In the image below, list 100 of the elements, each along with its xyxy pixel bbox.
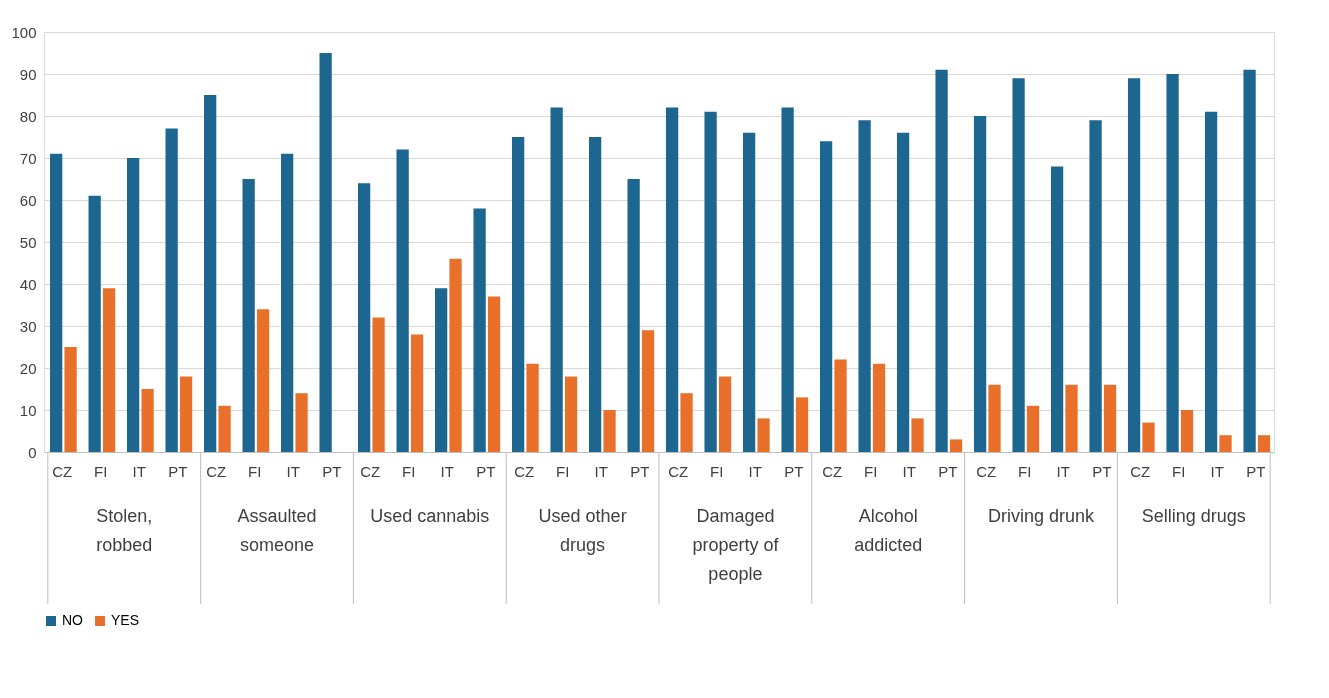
y-tick-label: 40 (19, 275, 37, 293)
bar (281, 153, 294, 452)
x-tick-label: IT (594, 462, 608, 480)
bar (165, 128, 178, 452)
y-tick-label: 100 (11, 23, 37, 41)
x-tick-label: CZ (52, 462, 73, 480)
y-tick-label: 30 (19, 317, 37, 335)
bar (449, 258, 462, 452)
bar (1127, 78, 1141, 452)
bar (434, 288, 448, 452)
y-tick-label: 0 (28, 443, 37, 461)
bar (1103, 384, 1117, 452)
x-tick-label: PT (322, 462, 342, 480)
text: Driving drunk (987, 506, 1095, 526)
x-tick-label: PT (1092, 462, 1112, 480)
bar (487, 296, 501, 452)
x-tick-label: PT (168, 462, 188, 480)
bar (50, 153, 63, 452)
bar (1026, 405, 1040, 452)
bar (834, 359, 847, 452)
x-tick-label: IT (1056, 462, 1070, 480)
x-tick-label: CZ (1130, 462, 1151, 480)
bar (781, 107, 794, 452)
x-tick-label: IT (902, 462, 916, 480)
bar (1142, 422, 1155, 452)
bar (242, 179, 255, 452)
bar (603, 410, 616, 452)
bar (1243, 69, 1256, 452)
bar (511, 137, 525, 452)
x-tick-label: CZ (668, 462, 689, 480)
bar (949, 439, 963, 452)
bar (757, 418, 770, 452)
text: Used other drugs (538, 506, 627, 555)
bar (819, 141, 833, 452)
bar (526, 363, 539, 452)
bar (588, 137, 602, 452)
text: Used cannabis (370, 506, 490, 526)
bar (858, 120, 871, 452)
legend-label: YES (111, 612, 140, 628)
text: Selling drugs (1141, 506, 1246, 526)
bar (1204, 111, 1218, 452)
legend-label: NO (62, 612, 84, 628)
bar (911, 418, 924, 452)
x-tick-label: CZ (822, 462, 843, 480)
bar (204, 95, 217, 452)
bar (127, 158, 140, 452)
x-tick-label: PT (784, 462, 804, 480)
bar (1065, 384, 1078, 452)
bar (795, 397, 809, 452)
y-tick-label: 70 (19, 149, 37, 167)
bar (1050, 166, 1064, 452)
bar (295, 393, 308, 452)
bar (256, 309, 270, 452)
text: Stolen, robbed (96, 506, 153, 555)
bar (742, 132, 756, 452)
bar (141, 389, 154, 452)
bar (218, 405, 231, 452)
bar (1257, 435, 1271, 452)
bar (680, 393, 693, 452)
bar (665, 107, 679, 452)
bar (718, 376, 732, 452)
bar (641, 330, 655, 452)
x-tick-label: PT (476, 462, 496, 480)
x-tick-label: IT (1210, 462, 1224, 480)
bar (396, 149, 409, 452)
x-tick-label: IT (440, 462, 454, 480)
bar (564, 376, 578, 452)
bar (1012, 78, 1025, 452)
bar (872, 363, 886, 452)
bar (896, 132, 910, 452)
x-tick-label: FI (248, 462, 262, 480)
bar (550, 107, 563, 452)
bar (704, 111, 717, 452)
bar (473, 208, 486, 452)
x-tick-label: CZ (206, 462, 227, 480)
bar (410, 334, 424, 452)
bar (102, 288, 116, 452)
y-tick-label: 80 (19, 107, 37, 125)
x-tick-label: FI (864, 462, 878, 480)
bar (319, 53, 332, 452)
x-tick-label: PT (938, 462, 958, 480)
x-tick-label: FI (710, 462, 724, 480)
text: Damaged property of people (692, 506, 780, 584)
bar (358, 183, 371, 452)
x-tick-label: FI (1172, 462, 1186, 480)
bar (1166, 74, 1179, 452)
bar (372, 317, 385, 452)
bar (988, 384, 1001, 452)
x-tick-label: CZ (976, 462, 997, 480)
bar (935, 69, 948, 452)
text: Assaulted someone (237, 506, 317, 555)
x-tick-label: FI (556, 462, 570, 480)
x-tick-label: PT (630, 462, 650, 480)
x-tick-label: IT (132, 462, 146, 480)
y-tick-label: 20 (19, 359, 37, 377)
x-tick-label: FI (402, 462, 416, 480)
x-tick-label: FI (94, 462, 108, 480)
x-tick-label: IT (286, 462, 300, 480)
x-tick-label: FI (1018, 462, 1032, 480)
bar (973, 116, 987, 452)
